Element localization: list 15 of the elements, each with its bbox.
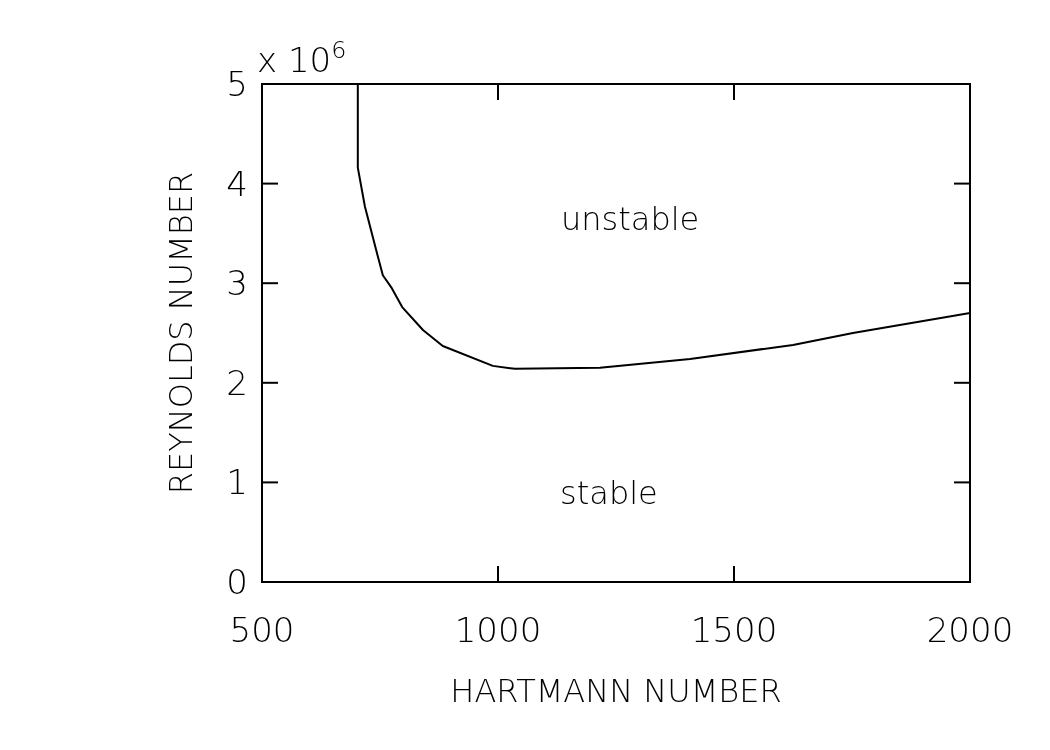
y-tick-label: 2: [226, 362, 248, 403]
annotation: stable: [560, 473, 658, 512]
y-tick-label: 5: [226, 63, 248, 104]
x-tick-label: 500: [229, 610, 295, 650]
y-tick-label: 3: [226, 263, 248, 304]
y-tick-label: 4: [226, 163, 248, 204]
x-axis-title: HARTMANN NUMBER: [450, 672, 782, 710]
y-axis-title: REYNOLDS NUMBER: [162, 171, 200, 495]
annotation: unstable: [561, 199, 700, 238]
x-tick-label: 2000: [926, 610, 1014, 650]
x-tick-label: 1000: [454, 610, 542, 650]
y-tick-label: 1: [226, 462, 248, 503]
text: x 10$^{6}$: [257, 35, 347, 80]
x-tick-label: 1500: [690, 610, 778, 650]
y-tick-label: 0: [226, 561, 248, 602]
